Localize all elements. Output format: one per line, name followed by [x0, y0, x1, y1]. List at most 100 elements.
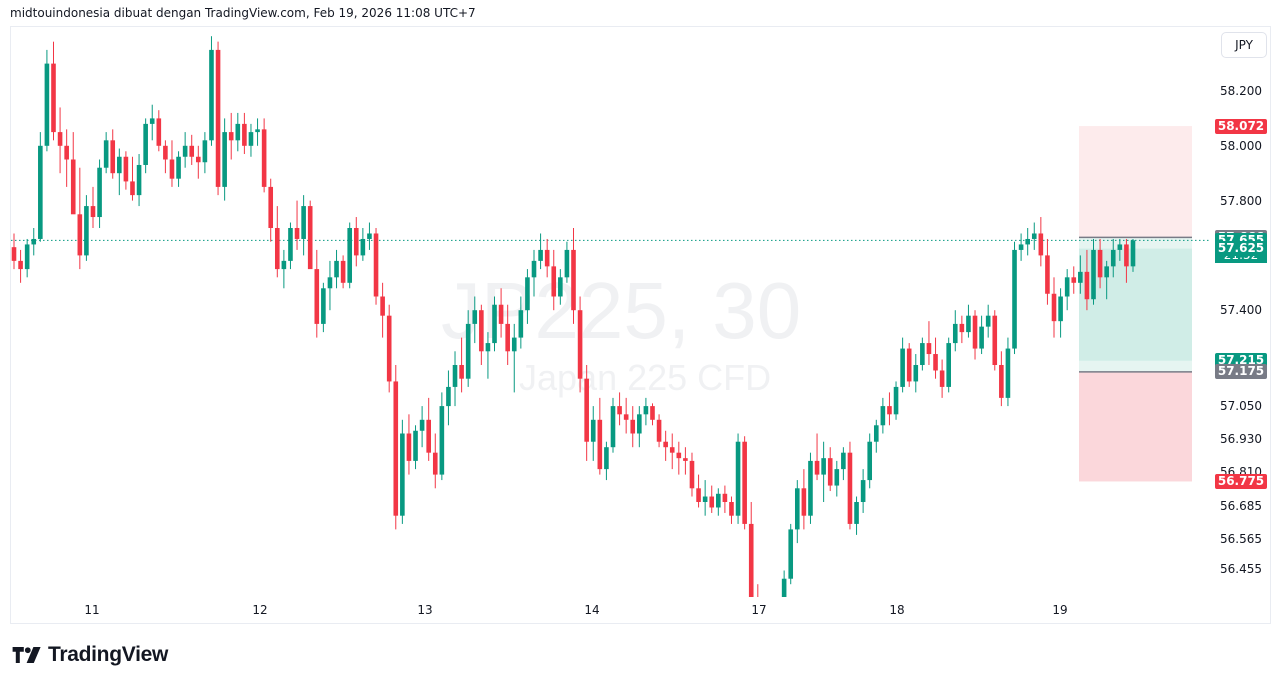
candle	[551, 249, 557, 311]
candle	[353, 217, 359, 267]
candle	[801, 469, 807, 530]
candle	[1064, 269, 1070, 311]
candle	[920, 337, 925, 371]
candle	[176, 151, 181, 187]
price-tick-label: 58.200	[1220, 84, 1262, 98]
candle	[847, 441, 853, 530]
take-profit-zone[interactable]	[1079, 248, 1192, 361]
candle	[538, 233, 543, 270]
currency-button[interactable]: JPY	[1221, 32, 1267, 58]
candle	[702, 480, 708, 516]
candle	[1058, 288, 1063, 338]
candle	[558, 269, 563, 305]
candle	[51, 41, 56, 141]
candle	[669, 433, 675, 470]
candle	[564, 241, 570, 283]
tradingview-logo-icon	[12, 647, 41, 663]
candle	[860, 469, 866, 513]
chart-plot-area[interactable]: JP225, 30 Japan 225 CFD	[11, 27, 1211, 597]
tradingview-logo[interactable]: TradingView	[12, 643, 168, 667]
candle	[841, 447, 846, 481]
candle	[24, 238, 30, 278]
price-tick-label: 57.050	[1220, 399, 1262, 414]
candle	[274, 206, 280, 278]
candle	[307, 200, 313, 270]
candle	[498, 288, 504, 338]
candle	[248, 123, 254, 157]
time-tick-label: 14	[584, 603, 600, 617]
candle	[1097, 238, 1103, 289]
candle	[18, 249, 23, 283]
candle	[130, 156, 135, 201]
candle	[821, 441, 826, 502]
profit-price-badge: 57.625	[1215, 241, 1267, 257]
candlestick-chart	[11, 36, 1211, 597]
candle	[1091, 238, 1096, 305]
candle	[97, 159, 102, 228]
time-tick-label: 19	[1052, 603, 1068, 617]
time-axis[interactable]: 11 12 13 14 17 18 19	[11, 597, 1211, 623]
price-tick-label: 56.685	[1220, 499, 1262, 514]
price-axis[interactable]: JPY 58.200 58.000 57.800 57.400 57.050 56.930…	[1211, 27, 1270, 597]
candle	[1031, 222, 1037, 250]
candle	[926, 321, 932, 365]
candle	[722, 485, 728, 513]
candle	[136, 154, 142, 207]
candle	[1084, 249, 1090, 311]
candle	[413, 425, 418, 470]
candle	[617, 392, 622, 426]
candle	[182, 132, 188, 168]
gray-price-badge: 57.175	[1215, 364, 1267, 380]
candle	[867, 433, 873, 489]
candle	[301, 195, 306, 256]
candle	[979, 315, 984, 355]
candle	[149, 104, 155, 141]
candle	[525, 269, 530, 324]
candle	[1018, 233, 1024, 261]
candle	[38, 132, 43, 242]
candle	[77, 167, 83, 270]
candle	[663, 430, 668, 461]
candle	[202, 132, 208, 174]
candle	[643, 397, 649, 426]
candle	[689, 452, 695, 497]
price-tick-label: 56.565	[1220, 531, 1262, 546]
candle	[452, 351, 458, 407]
candle	[44, 49, 50, 152]
candle	[623, 397, 629, 434]
entry-gap-zone[interactable]	[1079, 237, 1192, 249]
candle	[854, 496, 859, 535]
candle	[1104, 260, 1109, 300]
candle	[261, 118, 267, 193]
loss-price-badge: 56.775	[1215, 473, 1267, 489]
candle	[163, 140, 168, 174]
candle	[400, 419, 405, 524]
candle	[577, 296, 583, 393]
candle	[432, 433, 438, 489]
entry-gap-zone-lower[interactable]	[1079, 360, 1192, 372]
time-tick-label: 13	[417, 603, 433, 617]
price-tick-label: 56.930	[1220, 431, 1262, 446]
price-tick-label: 57.800	[1220, 193, 1262, 208]
candle	[729, 496, 734, 524]
candle	[972, 310, 978, 360]
candle	[544, 238, 550, 278]
candle	[531, 249, 537, 297]
candle	[966, 304, 971, 338]
stop-loss-zone-upper[interactable]	[1079, 126, 1192, 238]
candle	[380, 282, 385, 338]
candle	[597, 397, 603, 475]
candle	[156, 110, 162, 152]
candle	[57, 107, 63, 174]
description-watermark: Japan 225 CFD	[519, 357, 772, 398]
candle	[406, 414, 412, 475]
candle	[235, 112, 241, 152]
stop-loss-zone-lower[interactable]	[1079, 371, 1192, 482]
candle	[439, 392, 445, 481]
candle	[505, 304, 510, 365]
candle	[340, 255, 346, 289]
chart-attribution: midtouindonesia dibuat dengan TradingVie…	[10, 6, 476, 20]
candle	[518, 296, 524, 349]
candle	[814, 433, 820, 481]
candle	[656, 414, 662, 448]
